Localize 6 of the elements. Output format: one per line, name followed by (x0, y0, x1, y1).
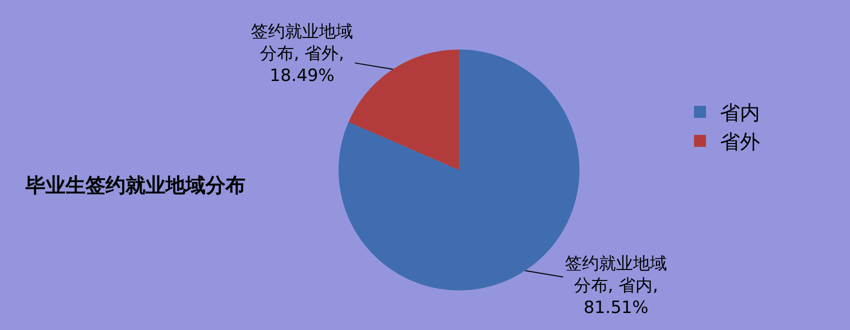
pie-slice (348, 50, 459, 170)
legend-label: 省外 (720, 130, 760, 154)
data-label: 签约就业地域分布, 省内, 81.51% (565, 254, 667, 318)
data-label: 签约就业地域分布, 省外, 18.49% (251, 22, 353, 86)
legend-label: 省内 (720, 100, 760, 125)
text: 毕业生签约就业地域分布 (24, 172, 246, 197)
